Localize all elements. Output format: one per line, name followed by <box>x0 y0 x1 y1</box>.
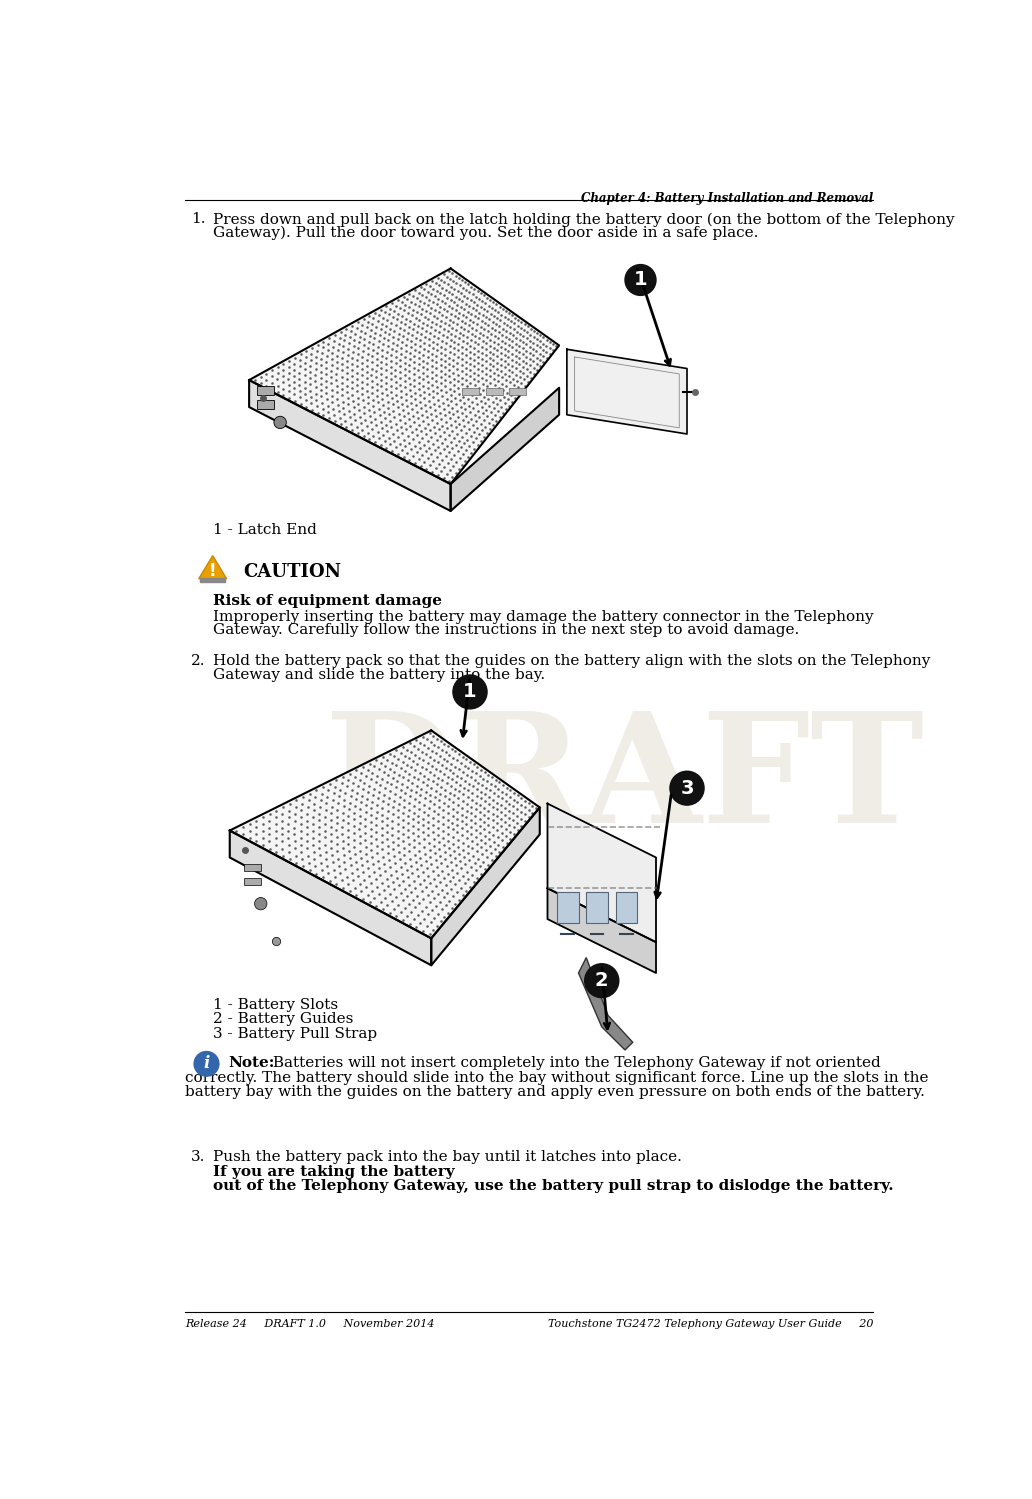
Bar <box>509 388 525 396</box>
Text: Risk of equipment damage: Risk of equipment damage <box>213 594 442 609</box>
Text: 3 - Battery Pull Strap: 3 - Battery Pull Strap <box>213 1027 377 1040</box>
Text: Push the battery pack into the bay until it latches into place.: Push the battery pack into the bay until… <box>213 1150 686 1165</box>
Circle shape <box>255 898 267 910</box>
Bar <box>485 388 503 396</box>
Text: 1 - Battery Slots: 1 - Battery Slots <box>213 998 337 1012</box>
Text: 2.: 2. <box>191 654 205 669</box>
Bar <box>257 387 273 396</box>
Text: Note:: Note: <box>228 1057 275 1070</box>
Text: 2: 2 <box>594 971 609 991</box>
Text: Hold the battery pack so that the guides on the battery align with the slots on : Hold the battery pack so that the guides… <box>213 654 930 669</box>
Polygon shape <box>548 803 656 943</box>
Polygon shape <box>431 808 540 965</box>
Polygon shape <box>230 830 431 965</box>
Text: out of the Telephony Gateway, use the battery pull strap to dislodge the battery: out of the Telephony Gateway, use the ba… <box>213 1180 894 1193</box>
Polygon shape <box>548 889 656 973</box>
Text: Gateway. Carefully follow the instructions in the next step to avoid damage.: Gateway. Carefully follow the instructio… <box>213 624 799 637</box>
Text: Gateway). Pull the door toward you. Set the door aside in a safe place.: Gateway). Pull the door toward you. Set … <box>213 226 759 240</box>
Bar <box>462 388 479 396</box>
Circle shape <box>453 675 487 709</box>
Text: Batteries will not insert completely into the Telephony Gateway if not oriented: Batteries will not insert completely int… <box>268 1057 881 1070</box>
Text: 3.: 3. <box>191 1150 205 1165</box>
Circle shape <box>585 964 619 998</box>
Text: Gateway and slide the battery into the bay.: Gateway and slide the battery into the b… <box>213 669 545 682</box>
Text: 3: 3 <box>680 778 694 797</box>
Circle shape <box>194 1051 219 1076</box>
Text: !: ! <box>208 562 217 580</box>
Polygon shape <box>249 381 451 511</box>
Circle shape <box>670 772 704 805</box>
Text: DRAFT: DRAFT <box>325 706 925 854</box>
Text: 1: 1 <box>634 270 647 289</box>
Text: CAUTION: CAUTION <box>244 562 342 580</box>
Bar <box>244 863 261 871</box>
Text: 1: 1 <box>463 682 477 702</box>
Text: 1 - Latch End: 1 - Latch End <box>213 523 317 537</box>
Text: If you are taking the battery: If you are taking the battery <box>213 1165 454 1178</box>
Text: correctly. The battery should slide into the bay without significant force. Line: correctly. The battery should slide into… <box>185 1070 929 1085</box>
Text: Press down and pull back on the latch holding the battery door (on the bottom of: Press down and pull back on the latch ho… <box>213 213 955 226</box>
Bar <box>557 892 579 923</box>
Text: Chapter 4: Battery Installation and Removal: Chapter 4: Battery Installation and Remo… <box>581 192 873 205</box>
Circle shape <box>625 265 656 295</box>
Bar <box>244 877 261 886</box>
Text: 1.: 1. <box>191 213 205 226</box>
Polygon shape <box>249 268 559 484</box>
Text: Improperly inserting the battery may damage the battery connector in the Telepho: Improperly inserting the battery may dam… <box>213 610 873 624</box>
Polygon shape <box>199 556 227 579</box>
Polygon shape <box>579 958 633 1049</box>
Bar <box>616 892 638 923</box>
Polygon shape <box>230 730 540 938</box>
Bar <box>200 579 225 582</box>
Polygon shape <box>567 349 687 435</box>
Polygon shape <box>451 388 559 511</box>
Bar <box>257 400 273 409</box>
Text: Touchstone TG2472 Telephony Gateway User Guide     20: Touchstone TG2472 Telephony Gateway User… <box>548 1319 873 1330</box>
Bar <box>586 892 608 923</box>
Circle shape <box>273 417 286 429</box>
Text: Release 24     DRAFT 1.0     November 2014: Release 24 DRAFT 1.0 November 2014 <box>185 1319 434 1330</box>
Text: 2 - Battery Guides: 2 - Battery Guides <box>213 1012 353 1027</box>
Text: battery bay with the guides on the battery and apply even pressure on both ends : battery bay with the guides on the batte… <box>185 1085 925 1099</box>
Text: i: i <box>203 1055 209 1072</box>
